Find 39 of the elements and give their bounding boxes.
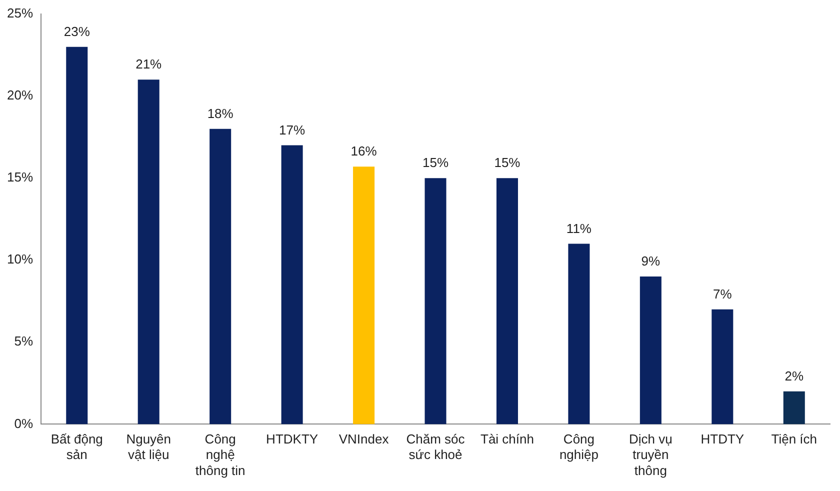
data-label: 9% (641, 254, 661, 269)
bar (712, 309, 734, 424)
x-tick-label: Tiện ích (771, 432, 818, 447)
bar (281, 145, 303, 424)
bar (496, 178, 518, 424)
data-label: 23% (64, 24, 90, 39)
x-tick-label: VNIndex (338, 432, 390, 447)
y-tick-label: 15% (6, 170, 34, 185)
x-tick-label: Công nghiệp (559, 432, 598, 462)
data-label: 21% (136, 56, 162, 72)
bar (138, 80, 160, 424)
data-label: 18% (207, 106, 234, 121)
data-label: 11% (566, 220, 592, 236)
data-label: 15% (422, 155, 449, 170)
x-tick-label: HTDKTY (266, 432, 318, 447)
bar (568, 244, 590, 424)
bar (424, 178, 446, 424)
bar (353, 166, 375, 424)
y-tick-label: 5% (14, 334, 34, 349)
bar (783, 391, 805, 424)
x-tick-label: Nguyên vật liệu (126, 432, 172, 462)
x-tick-label: Chăm sóc sức khoẻ (406, 432, 466, 462)
y-tick-label: 25% (6, 6, 34, 21)
bar (66, 46, 88, 424)
bar (640, 276, 662, 424)
x-tick-label: Tài chính (480, 432, 534, 447)
data-label: 15% (494, 155, 521, 170)
y-tick-label: 10% (6, 252, 34, 267)
data-label: 17% (279, 122, 306, 138)
data-label: 2% (784, 368, 804, 384)
y-tick-label: 0% (14, 416, 34, 431)
x-tick-label: Bất động sản (50, 432, 103, 462)
bar (210, 128, 232, 424)
y-tick-label: 20% (6, 88, 34, 103)
x-tick-label: HTDTY (700, 432, 744, 447)
x-tick-label: Dịch vụ truyền thông (629, 432, 672, 478)
data-label: 16% (350, 144, 378, 159)
x-tick-label: Công nghệ thông tin (195, 432, 246, 478)
data-label: 7% (713, 286, 732, 302)
